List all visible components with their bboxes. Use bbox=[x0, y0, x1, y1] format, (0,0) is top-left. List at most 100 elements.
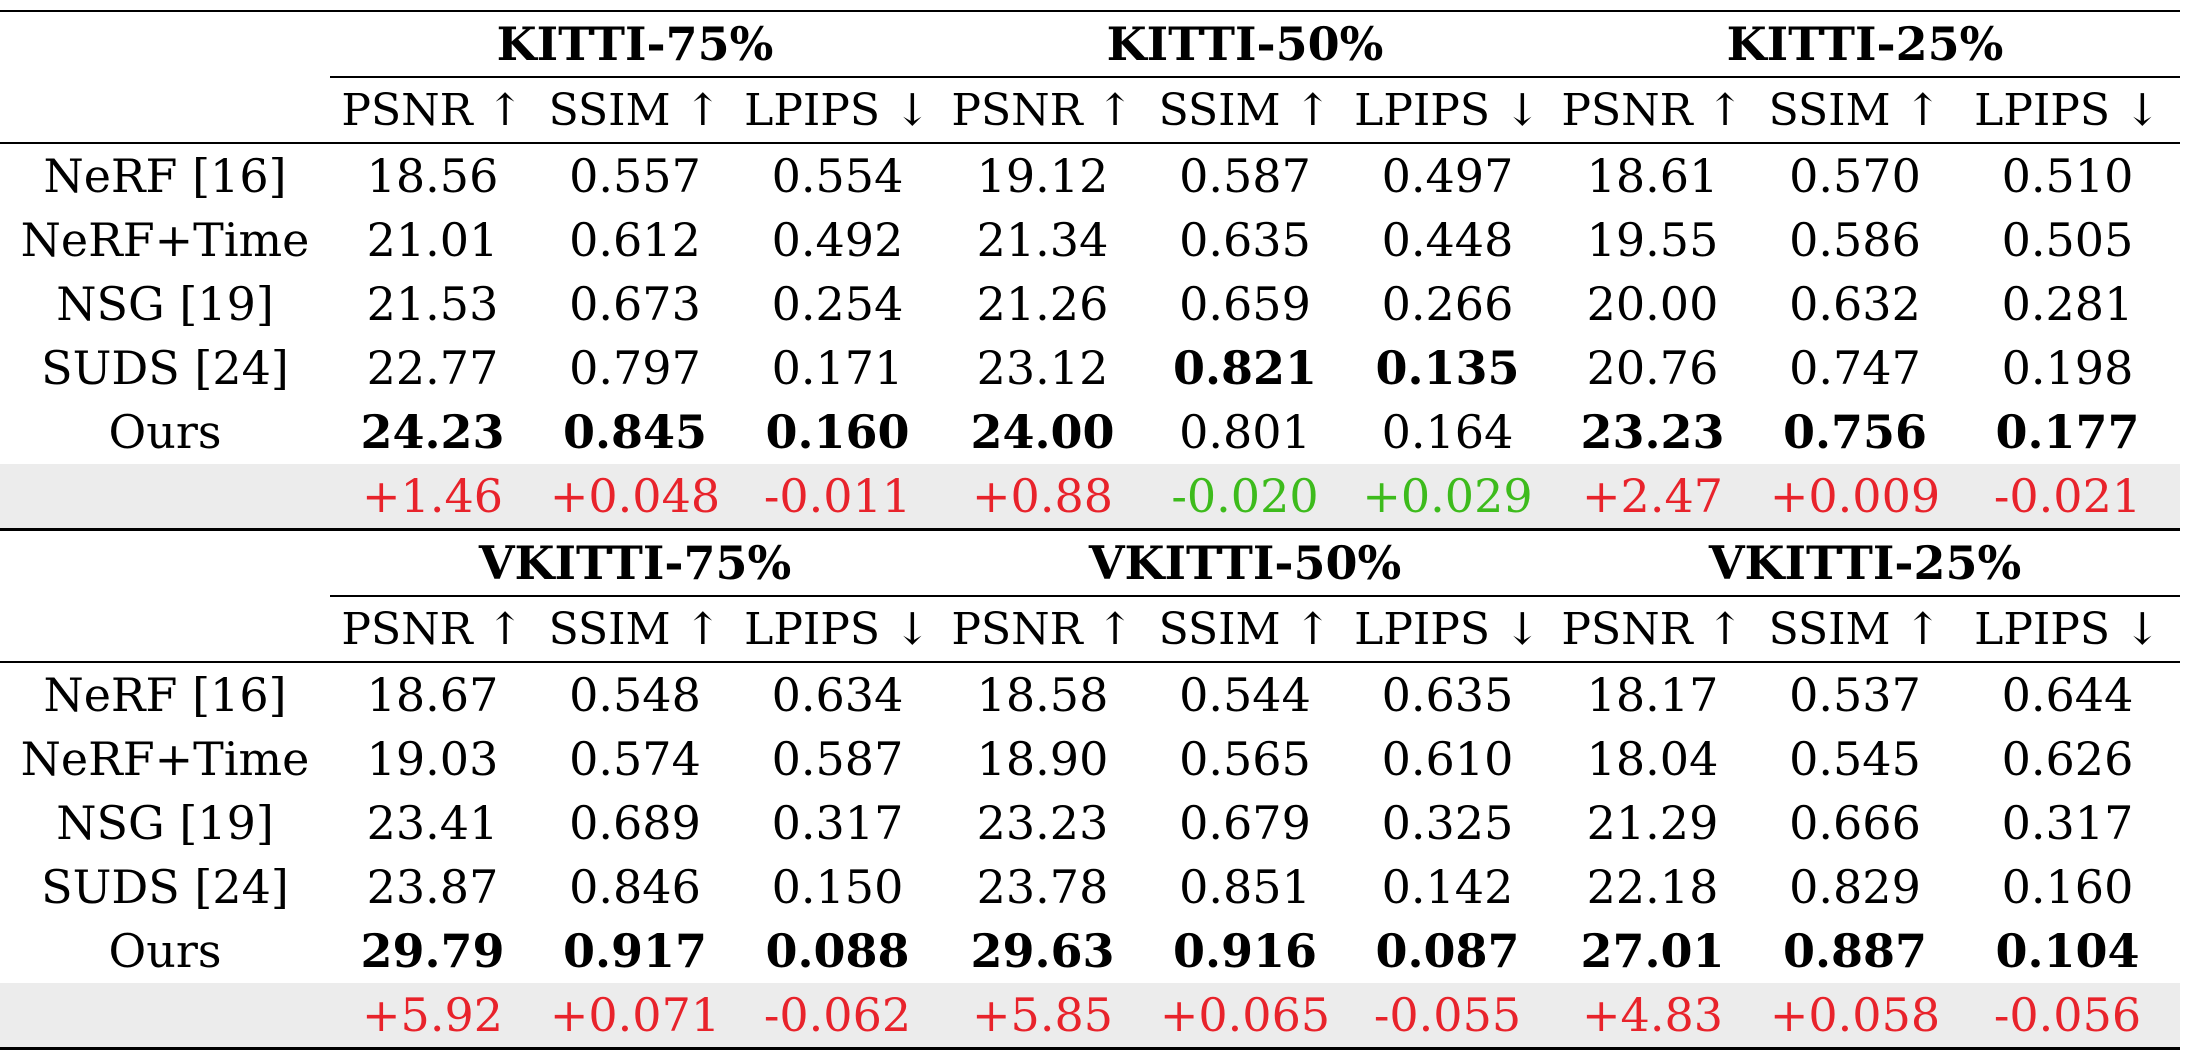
metric-value: 0.087 bbox=[1375, 924, 1520, 978]
metric-value: 0.544 bbox=[1145, 661, 1345, 727]
metric-value: 0.088 bbox=[765, 924, 910, 978]
metric-value: 0.150 bbox=[771, 860, 904, 914]
metric-value: 0.537 bbox=[1755, 661, 1955, 727]
metric-value: 0.492 bbox=[771, 213, 904, 267]
dataset-header-row: KITTI-75% KITTI-50% KITTI-25% bbox=[0, 10, 2180, 78]
results-table: KITTI-75% KITTI-50% KITTI-25% PSNR ↑ SSIM ↑ L… bbox=[0, 10, 2180, 1050]
metric-value: 0.846 bbox=[569, 860, 701, 914]
improvement-value: +4.83 bbox=[1550, 983, 1755, 1050]
metric-header: LPIPS ↓ bbox=[1974, 603, 2161, 655]
metric-value: 0.254 bbox=[771, 277, 904, 331]
metric-value: 18.04 bbox=[1586, 732, 1719, 786]
dataset-header: VKITTI-50% bbox=[940, 528, 1550, 597]
metric-value: 0.164 bbox=[1381, 405, 1514, 459]
improvement-label-blank bbox=[0, 464, 330, 530]
improvement-value: -0.021 bbox=[1955, 464, 2180, 530]
metric-value: 0.281 bbox=[2001, 277, 2134, 331]
dataset-header: VKITTI-25% bbox=[1550, 528, 2180, 597]
metric-value: 0.801 bbox=[1179, 405, 1311, 459]
metric-value: 0.557 bbox=[535, 142, 735, 208]
metric-value: 23.23 bbox=[1580, 405, 1725, 459]
improvement-value: +2.47 bbox=[1550, 464, 1755, 530]
metric-value: 23.41 bbox=[366, 796, 499, 850]
metric-value: 0.160 bbox=[765, 405, 910, 459]
metric-value: 19.12 bbox=[940, 142, 1145, 208]
metric-value: 0.510 bbox=[1955, 142, 2180, 208]
dataset-header-row: VKITTI-75% VKITTI-50% VKITTI-25% bbox=[0, 528, 2180, 597]
metric-header: LPIPS ↓ bbox=[1354, 603, 1541, 655]
method-name: SUDS [24] bbox=[41, 860, 289, 914]
table-row: Ours 24.23 0.845 0.160 24.00 0.801 0.164 23.23 0… bbox=[0, 400, 2180, 464]
dataset-header: KITTI-75% bbox=[330, 10, 940, 78]
method-name: NeRF [16] bbox=[0, 661, 330, 727]
metric-value: 29.79 bbox=[360, 924, 505, 978]
metric-header: SSIM ↑ bbox=[548, 603, 722, 655]
metric-value: 0.565 bbox=[1179, 732, 1311, 786]
metric-header: SSIM ↑ bbox=[548, 84, 722, 136]
metric-header-row: PSNR ↑ SSIM ↑ LPIPS ↓ PSNR ↑ SSIM ↑ LPIPS ↓ PS… bbox=[0, 77, 2180, 143]
metric-value: 0.612 bbox=[569, 213, 701, 267]
method-name: NSG [19] bbox=[56, 796, 274, 850]
table-row: NeRF+Time 21.01 0.612 0.492 21.34 0.635 0.448 1… bbox=[0, 208, 2180, 272]
metric-value: 0.570 bbox=[1755, 142, 1955, 208]
table-row: NSG [19] 23.41 0.689 0.317 23.23 0.679 0.325 21… bbox=[0, 791, 2180, 855]
metric-header: SSIM ↑ bbox=[1158, 603, 1332, 655]
metric-value: 23.23 bbox=[976, 796, 1109, 850]
metric-header: PSNR ↑ bbox=[951, 84, 1134, 136]
metric-value: 0.448 bbox=[1381, 213, 1514, 267]
metric-value: 18.61 bbox=[1550, 142, 1755, 208]
metric-value: 0.689 bbox=[569, 796, 701, 850]
metric-value: 0.554 bbox=[735, 142, 940, 208]
improvement-value: -0.020 bbox=[1145, 464, 1345, 530]
metric-value: 0.548 bbox=[535, 661, 735, 727]
metric-value: 23.78 bbox=[976, 860, 1109, 914]
improvement-label-blank bbox=[0, 983, 330, 1050]
improvement-value: +0.029 bbox=[1345, 464, 1550, 530]
table-row: NSG [19] 21.53 0.673 0.254 21.26 0.659 0.266 20… bbox=[0, 272, 2180, 336]
header-blank bbox=[0, 10, 330, 77]
metric-value: 24.23 bbox=[360, 405, 505, 459]
improvement-value: -0.011 bbox=[735, 464, 940, 530]
metric-value: 0.545 bbox=[1789, 732, 1921, 786]
header-blank bbox=[0, 596, 330, 662]
metric-value: 21.29 bbox=[1586, 796, 1719, 850]
metric-value: 0.851 bbox=[1179, 860, 1311, 914]
metric-value: 0.916 bbox=[1172, 924, 1318, 978]
dataset-header: KITTI-25% bbox=[1550, 10, 2180, 78]
improvement-value: -0.062 bbox=[735, 983, 940, 1050]
table-row: NeRF [16] 18.67 0.548 0.634 18.58 0.544 0.635 1… bbox=[0, 661, 2180, 727]
metric-value: 0.659 bbox=[1179, 277, 1311, 331]
metric-header: PSNR ↑ bbox=[951, 603, 1134, 655]
improvement-value: -0.055 bbox=[1345, 983, 1550, 1050]
improvement-value: +0.058 bbox=[1755, 983, 1955, 1050]
header-blank bbox=[0, 77, 330, 143]
metric-header: PSNR ↑ bbox=[1561, 603, 1744, 655]
method-name: SUDS [24] bbox=[41, 341, 289, 395]
metric-value: 0.626 bbox=[2001, 732, 2134, 786]
metric-value: 0.644 bbox=[1955, 661, 2180, 727]
metric-value: 0.917 bbox=[562, 924, 708, 978]
method-name: NeRF+Time bbox=[20, 213, 310, 267]
header-blank bbox=[0, 528, 330, 596]
metric-value: 0.325 bbox=[1381, 796, 1514, 850]
metric-value: 0.635 bbox=[1345, 661, 1550, 727]
metric-value: 0.634 bbox=[735, 661, 940, 727]
metric-header-row: PSNR ↑ SSIM ↑ LPIPS ↓ PSNR ↑ SSIM ↑ LPIPS ↓ PS… bbox=[0, 596, 2180, 662]
metric-value: 24.00 bbox=[970, 405, 1115, 459]
metric-value: 0.756 bbox=[1782, 405, 1928, 459]
improvement-value: +0.071 bbox=[535, 983, 735, 1050]
metric-header: SSIM ↑ bbox=[1158, 84, 1332, 136]
metric-header: LPIPS ↓ bbox=[744, 84, 931, 136]
metric-value: 0.673 bbox=[569, 277, 701, 331]
improvement-value: +1.46 bbox=[330, 464, 535, 530]
method-name: NeRF [16] bbox=[0, 142, 330, 208]
metric-value: 0.574 bbox=[569, 732, 701, 786]
table-row: SUDS [24] 22.77 0.797 0.171 23.12 0.821 0.135 2… bbox=[0, 336, 2180, 400]
metric-value: 0.679 bbox=[1179, 796, 1311, 850]
metric-header: SSIM ↑ bbox=[1768, 603, 1942, 655]
metric-value: 0.317 bbox=[2001, 796, 2134, 850]
method-name: Ours bbox=[108, 405, 222, 459]
metric-value: 0.160 bbox=[2001, 860, 2134, 914]
metric-value: 18.56 bbox=[330, 142, 535, 208]
metric-value: 0.829 bbox=[1789, 860, 1921, 914]
